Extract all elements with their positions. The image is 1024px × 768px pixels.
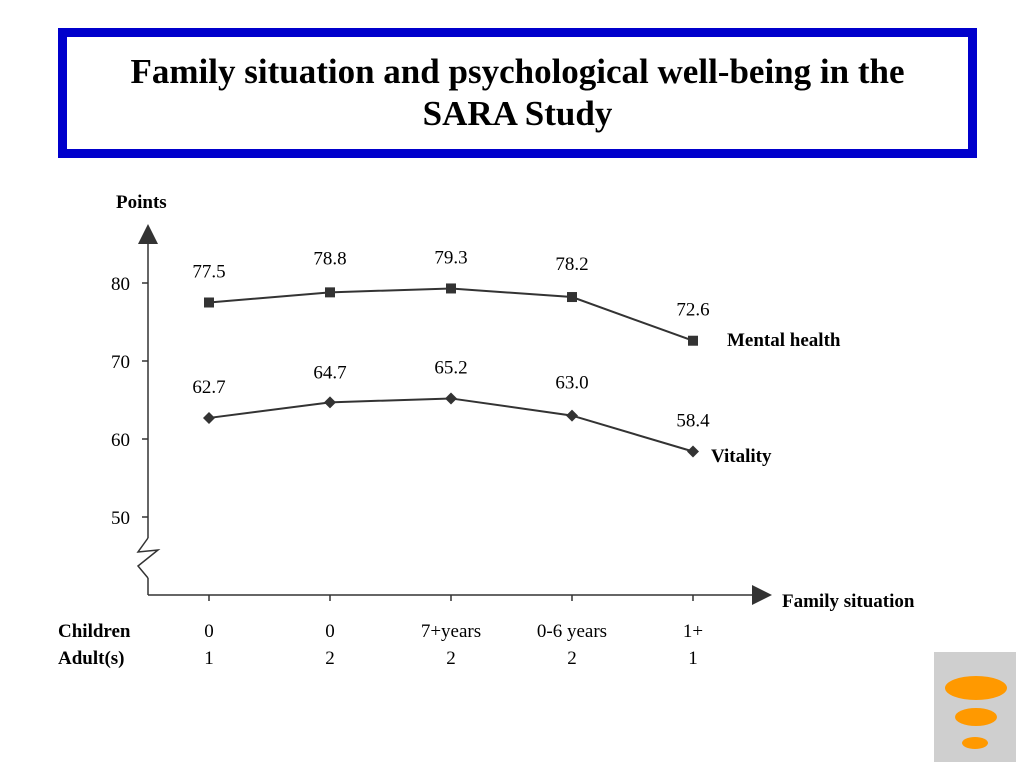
x-tick-label-children: 7+years <box>421 621 481 642</box>
x-tick-label-children: 0 <box>204 621 214 642</box>
series-line-diamond <box>208 397 694 453</box>
data-label: 58.4 <box>676 410 710 431</box>
y-axis-arrow <box>138 224 158 244</box>
x-tick-label-adults: 1 <box>204 648 214 669</box>
y-axis-label: Points <box>116 192 167 213</box>
x-tick-label-adults: 2 <box>567 648 577 669</box>
x-tick-label-adults: 2 <box>325 648 335 669</box>
logo <box>934 652 1016 762</box>
x-tick-label-adults: 1 <box>688 648 698 669</box>
x-tick-label-children: 1+ <box>683 621 703 642</box>
x-axis-arrow <box>752 585 772 605</box>
chart-plot-area: 77.5 78.8 79.3 78.2 72.6 Mental health 62.7 64.… <box>192 247 841 467</box>
row-label-children: Children <box>58 621 131 642</box>
data-point-square <box>325 287 335 298</box>
chart-axes: Points 80 70 60 50 Family situation Children Ad… <box>58 192 915 669</box>
data-label: 62.7 <box>192 377 225 398</box>
y-axis-break <box>136 537 161 579</box>
x-tick-label-children: 0 <box>325 621 335 642</box>
y-tick-label: 60 <box>111 430 130 451</box>
series-line-square <box>208 287 694 342</box>
data-point-square <box>204 297 214 308</box>
y-tick-label: 70 <box>111 352 130 373</box>
stacked-orange-discs-logo-icon <box>945 676 1007 749</box>
y-tick-label: 80 <box>111 274 130 295</box>
data-label: 63.0 <box>555 373 588 394</box>
data-point-diamond <box>445 392 457 405</box>
data-label: 79.3 <box>434 247 467 268</box>
data-point-square <box>446 283 456 294</box>
data-label: 64.7 <box>313 362 346 383</box>
series-name-label: Mental health <box>727 330 841 351</box>
x-tick-label-children: 0-6 years <box>537 621 607 642</box>
data-point-square <box>688 335 698 346</box>
data-label: 78.2 <box>555 254 588 275</box>
row-label-adults: Adult(s) <box>58 648 125 669</box>
x-tick-label-adults: 2 <box>446 648 456 669</box>
y-tick-label: 50 <box>111 508 130 529</box>
data-label: 78.8 <box>313 248 346 269</box>
x-axis-label: Family situation <box>782 591 915 612</box>
data-point-diamond <box>566 409 578 422</box>
data-label: 65.2 <box>434 357 467 378</box>
data-point-square <box>567 292 577 303</box>
data-label: 72.6 <box>676 300 709 321</box>
title-box: Family situation and psychological well-… <box>58 28 977 158</box>
data-point-diamond <box>324 396 336 409</box>
series-name-label: Vitality <box>711 446 772 467</box>
data-point-diamond <box>687 445 699 458</box>
chart-title: Family situation and psychological well-… <box>130 52 905 133</box>
data-point-diamond <box>203 411 215 424</box>
data-label: 77.5 <box>192 262 225 283</box>
